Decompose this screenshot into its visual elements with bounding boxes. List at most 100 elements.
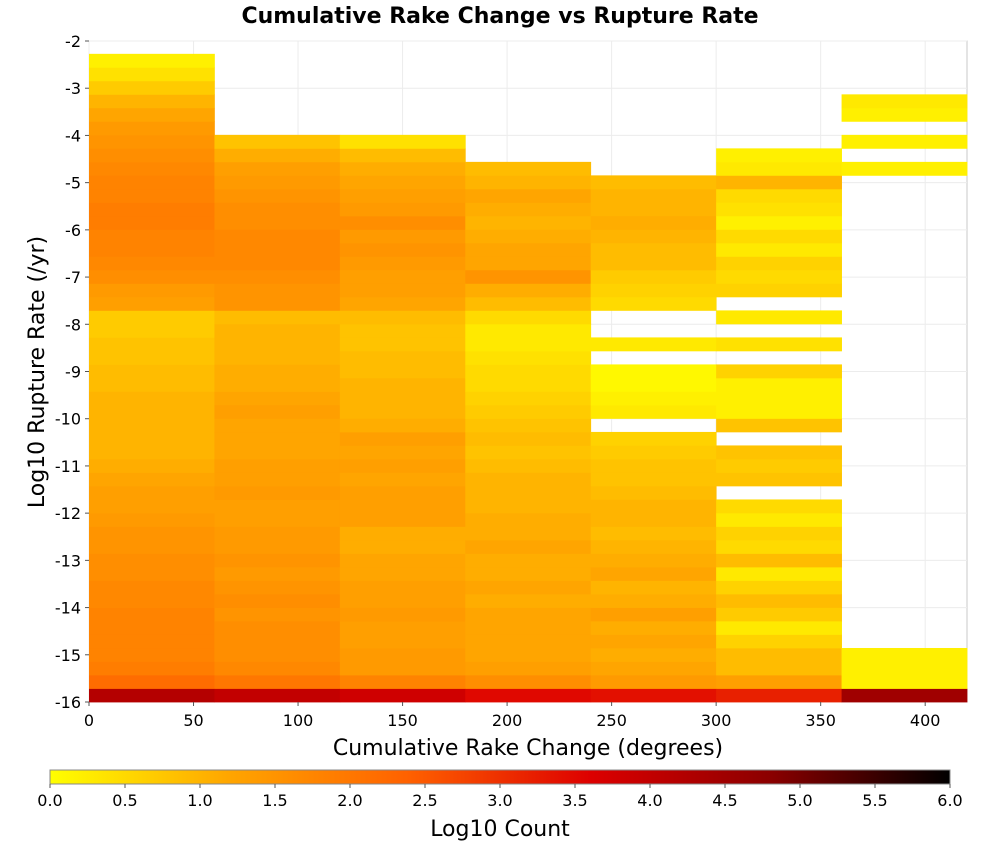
heatmap-cell (465, 553, 592, 568)
heatmap-cell (89, 364, 215, 379)
colorbar-tick-label: 2.5 (412, 791, 437, 810)
heatmap-cell (716, 647, 842, 662)
heatmap-cell (89, 161, 215, 176)
colorbar-tick-label: 0.0 (37, 791, 62, 810)
heatmap-cell (339, 269, 466, 284)
x-tick-label: 200 (492, 711, 523, 730)
heatmap-cell (214, 175, 341, 190)
heatmap-cell (590, 283, 717, 298)
heatmap-cell (590, 445, 717, 460)
heatmap-cell (214, 499, 341, 514)
y-tick-label: -8 (65, 315, 81, 334)
heatmap-cell (716, 674, 842, 689)
heatmap-cell (214, 647, 341, 662)
heatmap-cell (89, 121, 215, 136)
colorbar-tick-label: 5.5 (862, 791, 887, 810)
heatmap-cell (89, 134, 215, 149)
y-tick-label: -4 (65, 126, 81, 145)
heatmap-cell (590, 688, 717, 703)
heatmap-cell (590, 539, 717, 554)
heatmap-cell (214, 323, 341, 338)
heatmap-cell (339, 580, 466, 595)
heatmap-cell (465, 175, 592, 190)
heatmap-cell (89, 418, 215, 433)
heatmap-cell (841, 107, 968, 122)
heatmap-cell (339, 202, 466, 217)
heatmap-cell (841, 661, 968, 676)
x-tick-label: 150 (387, 711, 418, 730)
heatmap-cell (465, 350, 592, 365)
x-tick-label: 100 (283, 711, 314, 730)
heatmap-cell (339, 364, 466, 379)
heatmap-cell (590, 377, 717, 392)
heatmap-cell (89, 391, 215, 406)
y-axis-ticks: -2 -3 -4 -5 -6 -7 -8 -9 -10 -11 -12 -13 -14 -15 -16 (55, 32, 89, 712)
heatmap-cell (716, 688, 842, 703)
heatmap-cell (465, 512, 592, 527)
heatmap-cell (465, 634, 592, 649)
heatmap-cell (590, 661, 717, 676)
heatmap-cell (214, 202, 341, 217)
heatmap-cell (590, 674, 717, 689)
heatmap-cell (339, 283, 466, 298)
heatmap-cell (339, 445, 466, 460)
heatmap-cell (590, 607, 717, 622)
heatmap-cell (590, 175, 717, 190)
heatmap-cell (465, 296, 592, 311)
heatmap-cell (465, 526, 592, 541)
colorbar-label: Log10 Count (430, 817, 570, 842)
colorbar (49, 769, 951, 785)
heatmap-cell (339, 647, 466, 662)
y-tick-label: -12 (55, 504, 81, 523)
heatmap-cell (841, 674, 968, 689)
heatmap-cell (590, 526, 717, 541)
heatmap-cell (214, 337, 341, 352)
chart-title: Cumulative Rake Change vs Rupture Rate (241, 4, 758, 29)
heatmap-cell (716, 472, 842, 487)
y-tick-label: -7 (65, 268, 81, 287)
heatmap-cell (465, 202, 592, 217)
heatmap-cell (716, 256, 842, 271)
colorbar-tick-label: 6.0 (937, 791, 962, 810)
heatmap-cell (465, 256, 592, 271)
heatmap-cell (716, 269, 842, 284)
heatmap-cell (590, 458, 717, 473)
heatmap-cell (214, 553, 341, 568)
heatmap-cell (214, 215, 341, 230)
heatmap-cell (214, 458, 341, 473)
colorbar-tick-label: 4.0 (637, 791, 662, 810)
heatmap-cell (465, 337, 592, 352)
heatmap-cell (590, 188, 717, 203)
heatmap-cell (89, 310, 215, 325)
heatmap-cell (590, 512, 717, 527)
heatmap-cell (339, 310, 466, 325)
heatmap-cell (716, 553, 842, 568)
heatmap-cell (339, 175, 466, 190)
heatmap-cell (339, 499, 466, 514)
heatmap-cell (465, 688, 592, 703)
x-tick-label: 250 (596, 711, 627, 730)
heatmap-cell (89, 580, 215, 595)
heatmap-cell (339, 512, 466, 527)
heatmap-cell (590, 296, 717, 311)
colorbar-tick-label: 3.0 (487, 791, 512, 810)
heatmap-cell (214, 539, 341, 554)
heatmap-cell (841, 647, 968, 662)
heatmap-cell (716, 634, 842, 649)
heatmap-cell (339, 215, 466, 230)
heatmap-cell (465, 269, 592, 284)
heatmap-cell (716, 215, 842, 230)
heatmap-cell (214, 256, 341, 271)
heatmap-cell (465, 323, 592, 338)
heatmap-cell (214, 310, 341, 325)
heatmap-cell (89, 566, 215, 581)
heatmap-cell (89, 323, 215, 338)
heatmap-cell (89, 175, 215, 190)
y-tick-label: -2 (65, 32, 81, 51)
heatmap-cell (716, 512, 842, 527)
heatmap-cell (465, 661, 592, 676)
heatmap-cell (465, 310, 592, 325)
heatmap-cell (214, 229, 341, 244)
heatmap-cell (339, 134, 466, 149)
